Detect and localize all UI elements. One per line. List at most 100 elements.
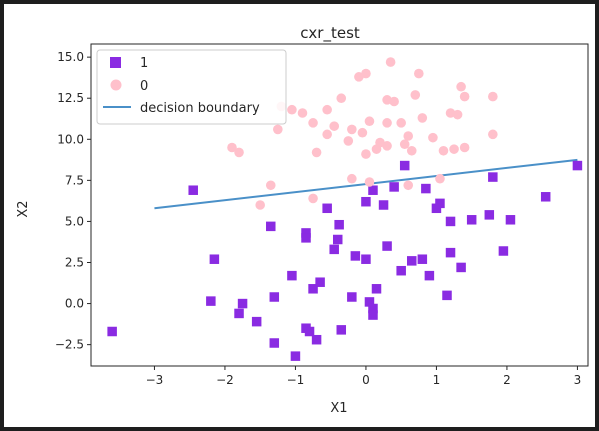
- class-0-circle-point: [265, 180, 276, 191]
- class-0-circle-point: [255, 200, 265, 210]
- class-1-square-point: [234, 308, 244, 319]
- class-0-circle-point: [488, 91, 498, 102]
- class-0-circle-point: [273, 124, 283, 135]
- class-1-square-point: [334, 219, 344, 230]
- class-0-circle-point: [361, 149, 371, 159]
- class-1-square-point: [290, 351, 301, 361]
- class-0-circle-point: [438, 145, 449, 156]
- class-1-square-point: [445, 216, 456, 227]
- class-0-circle-point: [382, 141, 392, 151]
- class-0-circle-point: [343, 136, 354, 146]
- class-1-square-point: [206, 296, 216, 306]
- x-tick-label: −3: [146, 373, 164, 387]
- class-0-circle-point: [385, 57, 396, 67]
- legend-label-decision-boundary: decision boundary: [140, 101, 260, 116]
- class-0-circle-point: [410, 90, 421, 100]
- class-1-square-point: [442, 290, 452, 301]
- class-1-square-point: [107, 326, 117, 337]
- class-1-square-point: [417, 254, 428, 264]
- class-0-circle-point: [452, 109, 463, 120]
- chart-title: cxr_test: [300, 24, 360, 43]
- class-1-square-point: [435, 198, 445, 209]
- class-1-square-point: [382, 241, 392, 251]
- y-tick-label: 2.5: [65, 256, 84, 270]
- class-0-circle-point: [406, 145, 417, 156]
- class-0-circle-point: [361, 68, 371, 79]
- class-1-square-point: [311, 334, 322, 345]
- class-0-circle-point: [428, 132, 438, 143]
- class-0-circle-point: [414, 68, 424, 79]
- y-tick-label: 15.0: [57, 50, 84, 64]
- class-1-square-point: [368, 185, 378, 195]
- class-1-square-point: [540, 192, 551, 202]
- class-1-square-point: [347, 292, 357, 302]
- x-tick-label: −2: [216, 373, 234, 387]
- class-1-square-point: [350, 251, 361, 261]
- class-0-circle-point: [287, 104, 297, 115]
- class-0-circle-point: [488, 129, 498, 140]
- class-0-circle-point: [459, 142, 470, 153]
- y-axis-ticks: −2.5 0.0 2.5 5.0 7.5 10.0 12.5 15.0: [55, 50, 91, 352]
- class-1-square-point: [466, 215, 477, 225]
- y-tick-label: 0.0: [65, 297, 84, 311]
- class-1-square-point: [505, 215, 516, 225]
- class-0-circle-point: [382, 118, 392, 128]
- y-tick-label: −2.5: [55, 338, 84, 352]
- class-1-square-point: [368, 310, 378, 320]
- class-1-square-point: [396, 265, 406, 276]
- class-0-circle-point: [364, 116, 375, 127]
- class-0-circle-point: [227, 142, 237, 153]
- class-1-square-point: [378, 200, 389, 210]
- class-1-square-point: [572, 160, 583, 171]
- scatter-chart: cxr_test −3 −2 −1 0 1 2 3 −2.5 0.0 2.5 5.0 7.5 10.0…: [16, 24, 589, 416]
- legend-label-series-0: 0: [140, 79, 148, 94]
- class-1-square-point: [488, 172, 498, 182]
- class-1-square-point: [237, 298, 248, 309]
- class-0-circle-point: [403, 180, 414, 191]
- legend-box: [96, 49, 287, 125]
- class-1-square-point: [456, 262, 466, 273]
- legend-label-series-1: 1: [140, 56, 148, 71]
- class-1-square-point: [368, 303, 378, 314]
- class-0-circle-point: [297, 108, 308, 118]
- class-0-circle-point: [459, 91, 470, 102]
- class-1-square-point: [301, 228, 311, 238]
- class-0-circle-point: [435, 173, 445, 184]
- class-1-square-point: [308, 284, 318, 294]
- class-0-circle-point: [449, 144, 459, 154]
- class-0-circle-point: [322, 129, 332, 140]
- class-1-square-point: [329, 244, 339, 255]
- class-0-circle-point: [389, 96, 399, 107]
- class-1-square-point: [364, 297, 375, 307]
- class-0-circle-point: [234, 147, 244, 158]
- plot-frame: [90, 43, 589, 367]
- class-1-square-point: [188, 185, 198, 195]
- class-1-square-point: [484, 210, 495, 220]
- y-tick-label: 7.5: [65, 173, 84, 187]
- class-1-square-point: [287, 270, 297, 281]
- y-tick-label: 5.0: [65, 214, 84, 228]
- class-0-circle-point: [308, 118, 318, 128]
- class-0-circle-point: [347, 173, 357, 184]
- class-1-square-point: [269, 292, 280, 302]
- class-1-square-point: [389, 182, 399, 192]
- class-1-square-point: [322, 203, 332, 214]
- x-axis-ticks: −3 −2 −1 0 1 2 3: [146, 366, 582, 387]
- class-1-square-point: [301, 233, 311, 243]
- class-0-circle-point: [329, 121, 340, 131]
- class-0-circle-point: [347, 124, 357, 135]
- x-tick-label: 1: [433, 373, 441, 387]
- class-0-circle-point: [456, 81, 466, 92]
- x-axis-label: X1: [330, 401, 347, 416]
- class-1-square-point: [315, 277, 325, 287]
- x-tick-label: 3: [574, 373, 582, 387]
- class-0-circle-point: [364, 177, 375, 187]
- class-1-square-point: [424, 270, 435, 281]
- legend-square-marker-icon: [110, 57, 121, 68]
- x-tick-label: 0: [362, 373, 370, 387]
- figure: cxr_test −3 −2 −1 0 1 2 3 −2.5 0.0 2.5 5.0 7.5 10.0…: [4, 4, 595, 427]
- class-1-square-point: [361, 254, 371, 264]
- class-0-circle-point: [396, 118, 406, 128]
- legend: 1 0 decision boundary: [96, 49, 287, 125]
- class-1-square-point: [269, 338, 280, 348]
